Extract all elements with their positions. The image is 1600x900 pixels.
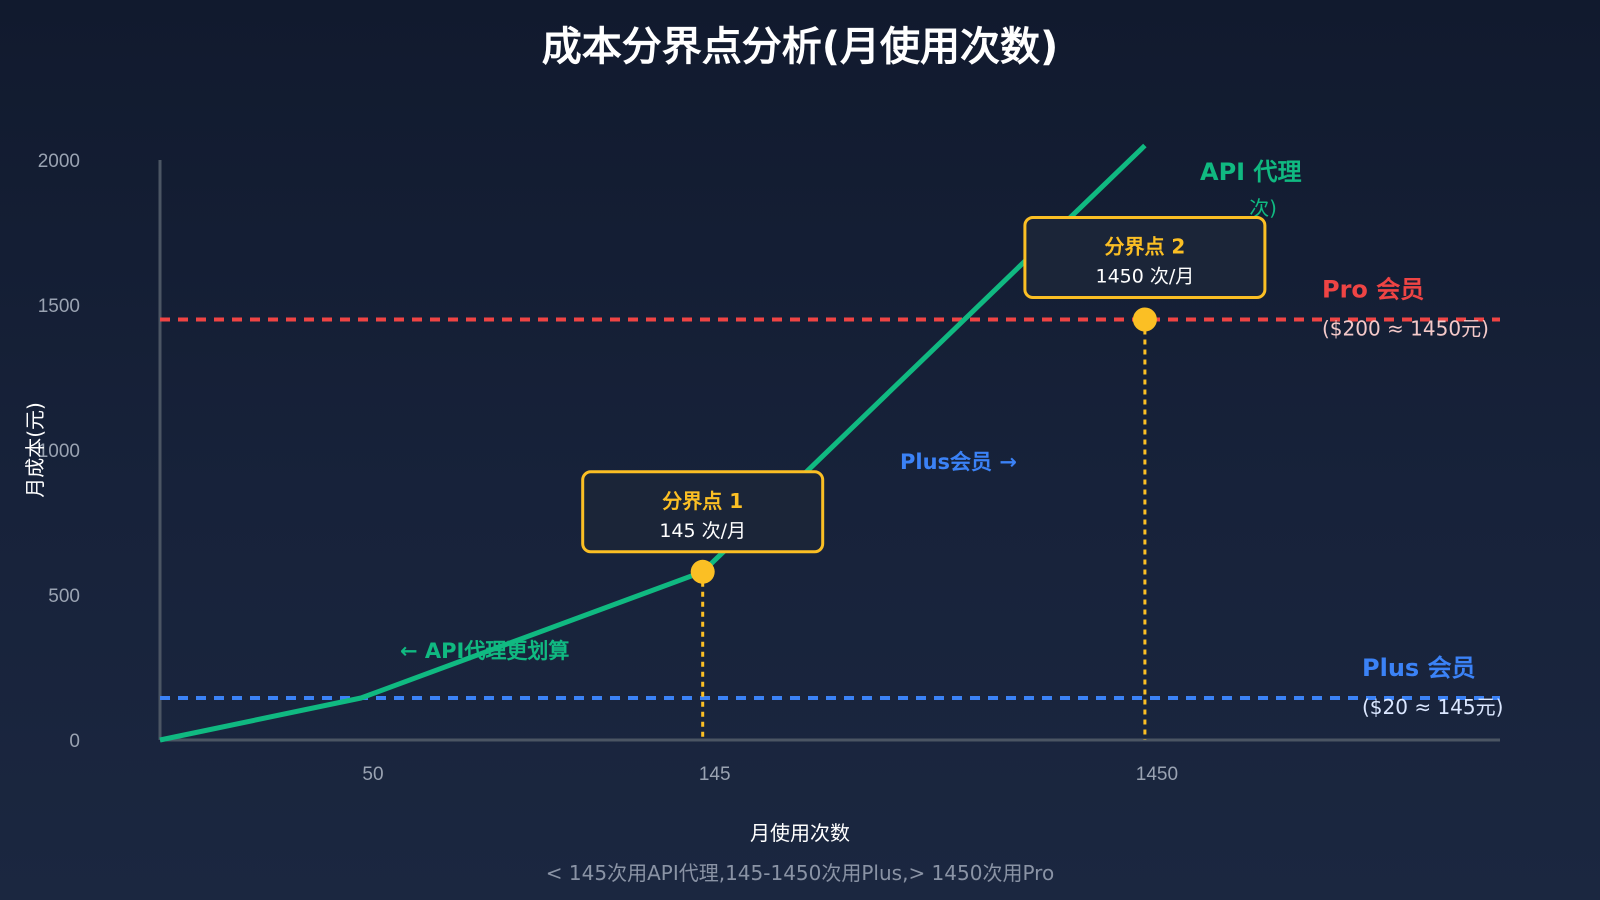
y-axis-title: 月成本(元): [23, 402, 47, 498]
x-axis-title: 月使用次数: [750, 821, 850, 845]
y-tick-1000: 1000: [38, 441, 80, 462]
x-tick-50: 50: [362, 764, 383, 785]
chart-title: 成本分界点分析(月使用次数): [542, 24, 1059, 70]
api-cheaper-note: ← API代理更划算: [400, 639, 569, 663]
footnote: < 145次用API代理,145-1450次用Plus,> 1450次用Pro: [546, 861, 1054, 885]
breakpoint-2-title: 分界点 2: [1104, 235, 1185, 259]
reference-lines: Pro 会员 ($200 ≈ 1450元) Plus 会员 ($20 ≈ 145元): [160, 276, 1503, 719]
plus-label: Plus 会员: [1362, 654, 1476, 682]
breakpoint-2-marker: [1132, 307, 1157, 332]
breakpoint-2-box: [1023, 216, 1267, 299]
pro-label: Pro 会员: [1322, 276, 1424, 304]
y-tick-500: 500: [48, 586, 80, 607]
x-tick-145: 145: [699, 764, 731, 785]
breakpoint-2: 分界点 2 1450 次/月: [1023, 216, 1267, 332]
breakpoint-1-value: 145 次/月: [659, 520, 746, 542]
breakpoint-drop-lines: [701, 319, 1147, 740]
y-axis-ticks: 0 500 1000 1500 2000: [38, 151, 80, 752]
y-tick-2000: 2000: [38, 151, 80, 172]
breakpoint-1-marker: [690, 559, 715, 584]
y-tick-0: 0: [69, 731, 80, 752]
api-series-label: API 代理: [1200, 158, 1301, 186]
api-proxy-series-line: [159, 143, 1147, 743]
pro-sublabel: ($200 ≈ 1450元): [1322, 317, 1489, 341]
x-axis-ticks: 50 145 1450: [362, 764, 1178, 785]
breakpoint-1-title: 分界点 1: [662, 489, 743, 513]
breakpoint-2-value: 1450 次/月: [1096, 266, 1195, 288]
breakpoint-layer: 分界点 1 145 次/月 分界点 2 1450 次/月: [581, 216, 1267, 584]
plus-sublabel: ($20 ≈ 145元): [1362, 695, 1503, 719]
breakpoint-1-box: [581, 470, 825, 554]
series-layer: [159, 143, 1147, 743]
breakpoint-1: 分界点 1 145 次/月: [581, 470, 825, 584]
plus-region-note: Plus会员 →: [900, 450, 1017, 474]
y-tick-1500: 1500: [38, 296, 80, 317]
x-tick-1450: 1450: [1136, 764, 1178, 785]
